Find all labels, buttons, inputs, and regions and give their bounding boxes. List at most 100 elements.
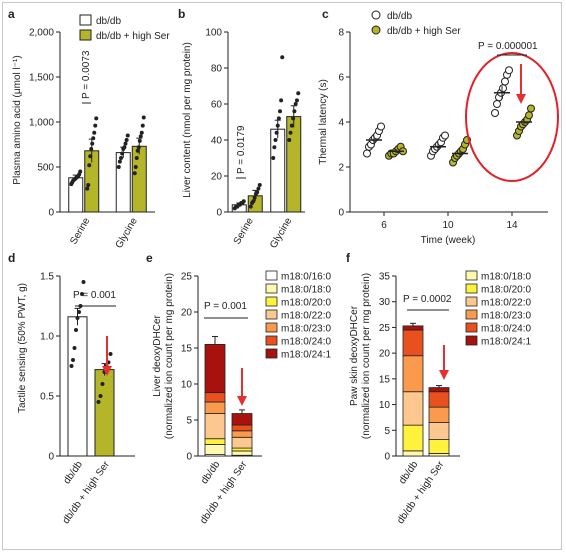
ytick-label-b-4: 80	[211, 64, 223, 75]
bars-e	[204, 335, 253, 457]
stack-e-1-2	[231, 447, 253, 452]
dots-c	[363, 66, 535, 167]
point-b-1-0-8	[280, 55, 285, 60]
panel-letter-f: f	[346, 251, 351, 265]
point-b-1-0-3	[274, 130, 279, 135]
red-arrow-d	[102, 336, 112, 376]
panel-letter-c: c	[322, 7, 329, 21]
legend-swatch-f-2	[465, 296, 478, 307]
legend-swatch-f-3	[465, 309, 478, 320]
point-d-0-4	[75, 316, 80, 320]
point-b-0-1-2	[251, 199, 256, 204]
stack-e-0-5	[204, 392, 226, 403]
pvalue-d: P = 0.001	[73, 290, 116, 307]
stack-f-0-3	[402, 355, 424, 393]
bar-b-1-1	[286, 116, 302, 213]
ytick-label-f-0: 0	[384, 452, 390, 463]
ytick-label-c-2: 4	[338, 118, 344, 129]
ytick-label-e-0: 0	[186, 452, 192, 463]
point-b-1-0-7	[279, 98, 284, 103]
ytick-label-f-2: 10	[379, 400, 391, 411]
point-b-1-0-6	[278, 109, 282, 114]
pvalue-c: P = 0.000001	[478, 41, 538, 56]
point-a-1-1-4	[136, 145, 141, 150]
point-a-1-0-8	[125, 133, 130, 138]
legend-c: db/db db/db + high Ser	[371, 10, 461, 37]
legend-label-e-5: m18:0/24:0	[281, 337, 331, 348]
red-arrow-e	[237, 368, 247, 406]
stack-e-0-1	[204, 444, 226, 455]
categories-a: Serine Glycine	[68, 216, 140, 251]
ytick-label-d-0: 0	[48, 452, 54, 463]
bars-a	[68, 115, 147, 213]
legend-swatch-a-0	[79, 14, 92, 26]
legend-label-c-0: db/db	[387, 11, 412, 22]
legend-swatch-e-0	[265, 270, 278, 281]
ytick-label-a-2: 1,000	[29, 118, 54, 129]
point-a-0-1-5	[90, 141, 95, 146]
bar-b-1-0	[270, 128, 286, 213]
legend-swatch-e-3	[265, 309, 278, 320]
stack-f-0-0	[402, 450, 424, 457]
legend-label-f-4: m18:0/24:0	[481, 324, 531, 335]
panel-letter-b: b	[178, 7, 185, 21]
stack-f-1-1	[428, 439, 450, 454]
bars-b	[231, 55, 302, 213]
point-a-0-1-3	[88, 154, 93, 159]
point-a-1-0-6	[123, 141, 128, 146]
category-label-d-0: db/db	[62, 459, 86, 486]
legend-f: m18:0/18:0 m18:0/20:0 m18:0/22:0 m18:0/23:0…	[465, 270, 531, 348]
dot-c-1-2-6	[525, 111, 533, 120]
point-d-1-1	[98, 394, 103, 398]
dot-c-1-2-7	[527, 104, 535, 113]
ytick-label-b-3: 60	[211, 100, 223, 111]
point-a-1-0-0	[116, 165, 121, 169]
stack-f-1-3	[428, 406, 450, 423]
point-d-0-8	[81, 280, 86, 284]
ytick-label-e-1: 5	[186, 416, 192, 427]
point-a-1-1-2	[134, 156, 139, 160]
ylabel-d: Tactile sensing (50% PWT, g)	[17, 283, 28, 413]
legend-label-e-3: m18:0/22:0	[281, 311, 331, 322]
stack-e-1-1	[231, 450, 253, 456]
point-b-1-1-5	[293, 102, 298, 106]
point-b-1-0-2	[273, 138, 278, 142]
point-d-0-5	[77, 310, 81, 314]
categories-b: Serine Glycine	[232, 216, 295, 251]
point-a-0-1-6	[91, 136, 96, 141]
xtick-label-c-1: 10	[442, 220, 454, 231]
pvalue-text-a: P = 0.0073	[81, 50, 92, 99]
point-d-0-2	[72, 346, 77, 350]
dot-c-0-0-0	[363, 149, 371, 158]
dot-c-0-2-7	[505, 66, 513, 75]
stack-f-1-2	[428, 422, 450, 440]
category-label-f-1: db/db + high Ser	[395, 459, 447, 526]
point-b-0-1-3	[252, 195, 257, 200]
stack-e-0-6	[204, 343, 226, 394]
category-label-a-0: Serine	[68, 216, 92, 247]
stack-e-1-3	[231, 436, 253, 449]
ytick-label-f-5: 25	[379, 323, 391, 334]
pvalue-a: P = 0.0073	[81, 50, 92, 104]
ytick-label-f-6: 30	[379, 297, 391, 308]
legend-swatch-e-6	[265, 348, 278, 359]
stack-e-1-4	[231, 430, 253, 438]
pvalue-text-b: P = 0.0179	[236, 125, 247, 174]
figure-frame	[2, 2, 562, 550]
point-a-1-1-8	[140, 123, 145, 128]
dot-c-0-2-0	[491, 109, 499, 117]
legend-label-e-6: m18:0/24:1	[281, 350, 331, 361]
point-a-1-1-5	[137, 138, 142, 143]
pvalue-text-f: P = 0.0002	[403, 294, 452, 305]
point-a-0-1-1	[86, 183, 91, 187]
ytick-label-f-7: 35	[379, 272, 391, 283]
red-arrow-c-head	[516, 94, 526, 104]
dot-c-0-2-4	[499, 84, 507, 93]
point-b-1-1-4	[292, 109, 297, 114]
ytick-label-c-3: 6	[338, 73, 344, 84]
stack-e-1-6	[231, 413, 253, 426]
legend-label-f-2: m18:0/22:0	[481, 298, 531, 309]
legend-e: m18:0/16:0 m18:0/18:0 m18:0/20:0 m18:0/22:0…	[265, 270, 331, 361]
